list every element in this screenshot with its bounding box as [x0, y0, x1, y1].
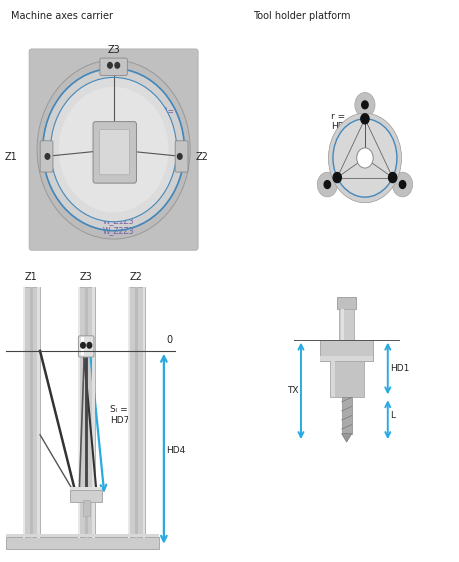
- Bar: [319, 356, 372, 361]
- Text: W_Z1Z 2=360°-
W_Z1Z3
W_Z2Z3: W_Z1Z 2=360°- W_Z1Z3 W_Z2Z3: [87, 206, 149, 235]
- Text: Tool holder platform: Tool holder platform: [252, 11, 350, 21]
- Bar: [336, 297, 355, 309]
- Polygon shape: [325, 102, 403, 186]
- Bar: [339, 309, 353, 339]
- Bar: [84, 287, 87, 538]
- FancyBboxPatch shape: [40, 140, 53, 172]
- Bar: [70, 487, 102, 490]
- Text: Z3: Z3: [80, 272, 92, 282]
- Bar: [22, 287, 40, 538]
- Bar: [92, 287, 95, 538]
- Polygon shape: [341, 434, 351, 442]
- Bar: [6, 537, 159, 550]
- Circle shape: [328, 113, 401, 203]
- Bar: [142, 287, 145, 538]
- Text: Z1: Z1: [25, 272, 38, 282]
- Text: Z2: Z2: [196, 152, 208, 162]
- Bar: [80, 338, 84, 355]
- Circle shape: [360, 114, 368, 124]
- Bar: [340, 309, 343, 339]
- FancyBboxPatch shape: [99, 129, 129, 175]
- FancyBboxPatch shape: [175, 140, 188, 172]
- FancyBboxPatch shape: [78, 336, 94, 357]
- Bar: [319, 339, 372, 361]
- Text: R =
HD5: R = HD5: [77, 106, 96, 126]
- Circle shape: [87, 342, 91, 348]
- Circle shape: [392, 172, 412, 197]
- Bar: [135, 287, 138, 538]
- Text: X: X: [156, 135, 162, 145]
- Ellipse shape: [37, 60, 190, 239]
- Text: Z3: Z3: [107, 44, 120, 55]
- Bar: [128, 287, 145, 538]
- Text: HD4: HD4: [166, 446, 185, 455]
- Circle shape: [398, 180, 405, 188]
- Bar: [78, 287, 80, 538]
- FancyBboxPatch shape: [29, 49, 198, 250]
- Text: Z1: Z1: [5, 152, 17, 162]
- Circle shape: [324, 180, 330, 188]
- Ellipse shape: [43, 69, 184, 230]
- Text: 0: 0: [166, 336, 172, 345]
- Ellipse shape: [59, 87, 168, 212]
- Circle shape: [354, 93, 374, 117]
- Bar: [341, 397, 351, 434]
- Text: W: W: [115, 98, 121, 103]
- Text: HD1: HD1: [389, 364, 409, 373]
- Bar: [78, 287, 95, 538]
- Text: Sₗ =
HD7: Sₗ = HD7: [110, 405, 129, 425]
- Bar: [330, 361, 334, 397]
- Circle shape: [356, 148, 372, 168]
- Text: W: W: [156, 147, 162, 152]
- Text: TX: TX: [286, 387, 298, 396]
- Bar: [6, 534, 159, 537]
- Bar: [22, 287, 25, 538]
- Text: Y: Y: [115, 87, 121, 97]
- Ellipse shape: [50, 78, 176, 222]
- Text: r =
HD6: r = HD6: [330, 112, 349, 132]
- Text: Z2: Z2: [130, 272, 143, 282]
- Circle shape: [332, 173, 341, 183]
- Text: W_Z1Z3=
HD9: W_Z1Z3= HD9: [63, 117, 101, 137]
- Bar: [329, 361, 363, 397]
- Circle shape: [80, 342, 85, 348]
- Circle shape: [317, 172, 336, 197]
- Text: L: L: [389, 411, 394, 420]
- Circle shape: [45, 153, 50, 159]
- Circle shape: [388, 173, 396, 183]
- Bar: [70, 490, 102, 502]
- Bar: [37, 287, 40, 538]
- Circle shape: [107, 62, 112, 68]
- Text: Machine axes carrier: Machine axes carrier: [11, 11, 112, 21]
- Circle shape: [332, 119, 396, 197]
- Circle shape: [115, 62, 119, 68]
- Circle shape: [177, 153, 182, 159]
- Text: W_Z2Z3=
HD10: W_Z2Z3= HD10: [136, 106, 174, 126]
- FancyBboxPatch shape: [100, 58, 127, 75]
- FancyBboxPatch shape: [93, 121, 136, 183]
- Bar: [128, 287, 130, 538]
- Bar: [30, 287, 33, 538]
- Bar: [82, 500, 90, 516]
- Circle shape: [361, 101, 367, 109]
